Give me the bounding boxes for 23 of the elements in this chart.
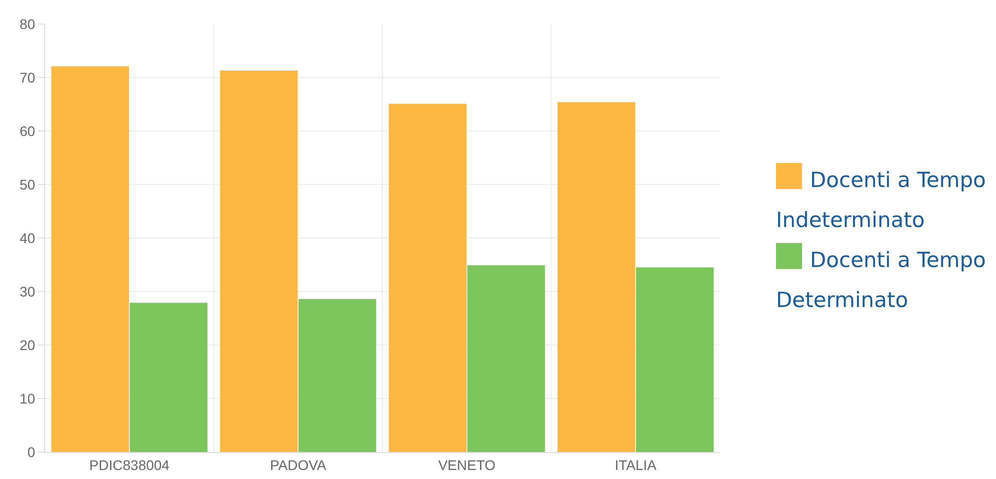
- bar: [220, 70, 298, 452]
- bar: [467, 265, 545, 452]
- bar: [130, 302, 208, 452]
- bar: [51, 66, 129, 452]
- legend-label: Docenti a Tempo Determinato: [776, 248, 986, 312]
- bar: [388, 104, 466, 452]
- x-tick-label: ITALIA: [614, 456, 658, 473]
- bar: [298, 298, 376, 452]
- x-tick-label: VENETO: [438, 456, 496, 473]
- x-tick-label: PDIC838004: [89, 456, 170, 473]
- y-tick-label: 30: [20, 283, 36, 300]
- y-tick-label: 10: [20, 390, 36, 406]
- y-tick-label: 80: [20, 16, 36, 32]
- y-tick-label: 70: [20, 69, 36, 86]
- bar: [636, 267, 714, 452]
- bar: [558, 102, 636, 452]
- y-tick-label: 60: [20, 122, 36, 139]
- y-tick-label: 40: [20, 230, 36, 246]
- y-tick-label: 0: [27, 444, 36, 460]
- x-tick-label: PADOVA: [270, 456, 327, 473]
- y-tick-label: 50: [20, 176, 36, 192]
- legend-label: Docenti a Tempo Indeterminato: [776, 168, 986, 232]
- y-tick-label: 20: [20, 336, 36, 353]
